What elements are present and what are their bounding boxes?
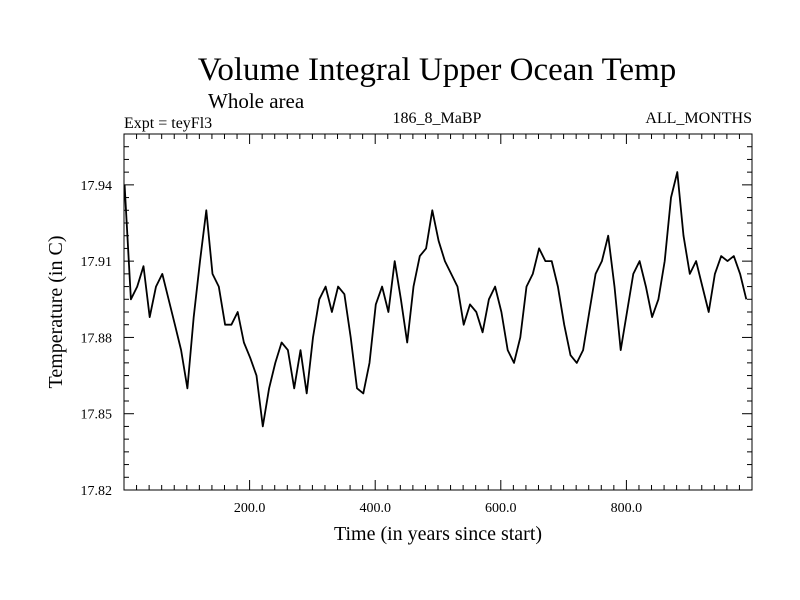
months-label: ALL_MONTHS xyxy=(645,110,752,127)
axis-ticks xyxy=(124,134,752,490)
y-axis-label: Temperature (in C) xyxy=(45,236,67,389)
axis-tick-labels: 200.0 400.0 600.0 800.0 17.82 17.85 17.88 17.91… xyxy=(81,179,643,516)
y-tick-label: 17.88 xyxy=(81,331,113,346)
y-tick-label: 17.85 xyxy=(81,408,113,423)
plot-area-frame xyxy=(123,133,753,491)
x-axis-label: Time (in years since start) xyxy=(334,523,542,545)
x-tick-label: 800.0 xyxy=(611,501,643,516)
chart-title: Volume Integral Upper Ocean Temp xyxy=(198,52,676,88)
y-tick-label: 17.82 xyxy=(81,484,113,499)
temperature-series-line xyxy=(123,171,748,428)
y-tick-label: 17.94 xyxy=(81,179,113,194)
run-label: 186_8_MaBP xyxy=(393,110,482,127)
x-tick-label: 600.0 xyxy=(485,501,517,516)
chart-subtitle: Whole area xyxy=(208,89,305,113)
y-tick-label: 17.91 xyxy=(81,255,113,270)
x-tick-label: 200.0 xyxy=(234,501,266,516)
x-tick-label: 400.0 xyxy=(359,501,391,516)
experiment-label: Expt = teyFl3 xyxy=(124,115,212,132)
